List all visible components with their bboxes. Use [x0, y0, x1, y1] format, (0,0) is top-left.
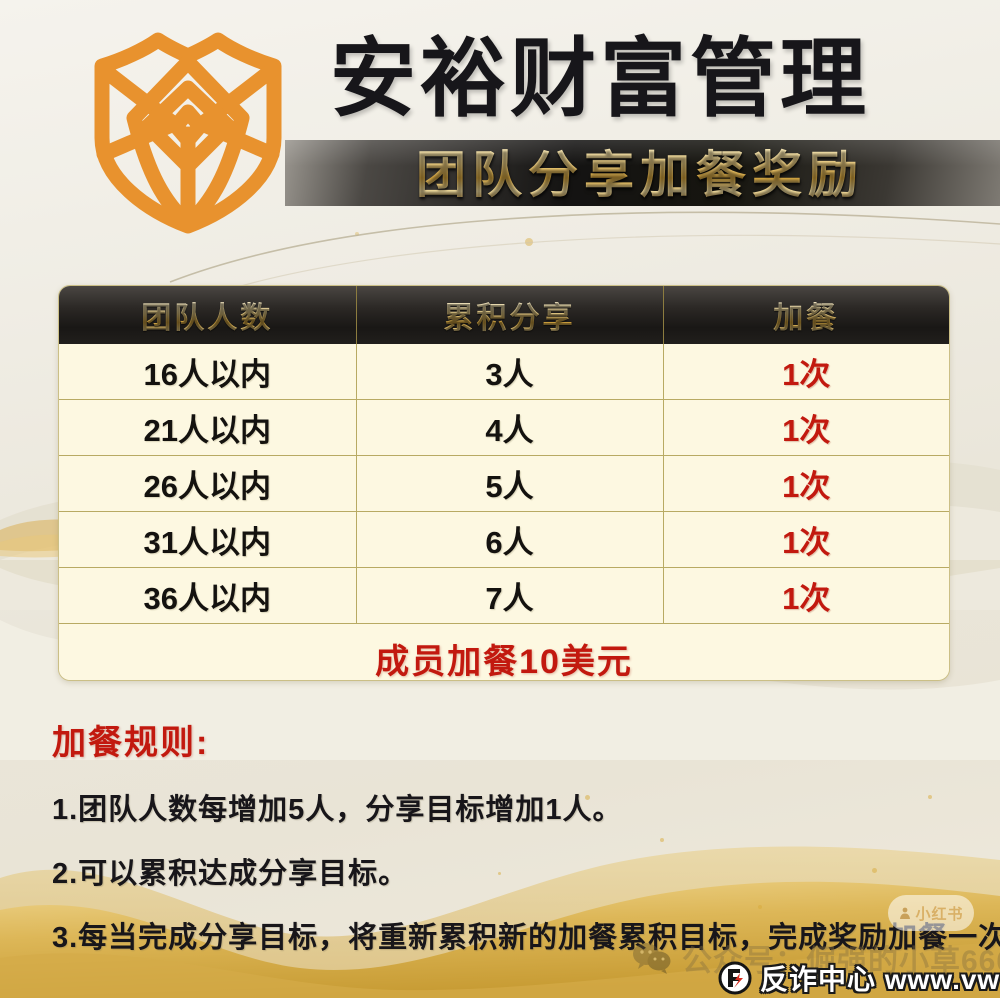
table-row: 26人以内 5人 1次: [59, 455, 949, 512]
anti-fraud-watermark: 反诈中心 www.vwt.cc: [718, 958, 1000, 998]
table-footer-row: 成员加餐10美元: [59, 623, 949, 680]
rules-heading: 加餐规则:: [52, 724, 210, 762]
xiaohongshu-label: 小红书: [915, 905, 964, 923]
glitter-dot: [660, 838, 664, 842]
cell-bonus-meal: 1次: [663, 344, 949, 400]
page-subtitle: 团队分享加餐奖励: [330, 146, 950, 204]
glitter-dot: [928, 795, 932, 799]
poster-header: 安裕财富管理 团队分享加餐奖励: [0, 0, 1000, 300]
cell-team-size: 36人以内: [59, 567, 357, 624]
table-header-cell-cumulative-share: 累积分享: [356, 286, 664, 344]
wechat-icon: [633, 943, 671, 974]
shield-diamond-logo-icon: [94, 32, 282, 234]
anti-fraud-logo-icon: [718, 961, 752, 995]
glitter-dot: [585, 795, 590, 800]
cell-bonus-meal: 1次: [663, 455, 949, 512]
table-header-cell-bonus-meal: 加餐: [663, 286, 949, 344]
rules-section: 加餐规则: 1.团队人数每增加5人，分享目标增加1人。 2.可以累积达成分享目标…: [52, 715, 1000, 978]
table-header-cell-team-size: 团队人数: [59, 286, 357, 344]
table-body: 16人以内 3人 1次 21人以内 4人 1次 26人以内 5人 1次 31人以…: [59, 344, 949, 624]
cell-cumulative-share: 3人: [356, 344, 664, 400]
cell-team-size: 31人以内: [59, 511, 357, 568]
cell-cumulative-share: 7人: [356, 567, 664, 624]
rule-item-2: 2.可以累积达成分享目标。: [52, 858, 409, 890]
table-foot: 成员加餐10美元: [59, 623, 949, 680]
glitter-dot: [498, 872, 501, 875]
page-title: 安裕财富管理: [330, 31, 870, 127]
xiaohongshu-watermark: 小红书: [888, 895, 974, 931]
bonus-table: 团队人数 累积分享 加餐 16人以内 3人 1次 21人以内 4人 1次 26人…: [59, 286, 949, 680]
table-footer-note: 成员加餐10美元: [59, 623, 949, 680]
anti-fraud-label: 反诈中心 www.vwt.cc: [760, 964, 1000, 995]
rule-item-3: 3.每当完成分享目标，将重新累积新的加餐累积目标，完成奖励加餐一次: [52, 922, 1000, 954]
subtitle-band: [285, 140, 1000, 206]
table-header-label: 累积分享: [443, 302, 576, 335]
cell-cumulative-share: 4人: [356, 399, 664, 456]
table-header-label: 加餐: [773, 302, 840, 335]
table-row: 21人以内 4人 1次: [59, 399, 949, 456]
table-row: 36人以内 7人 1次: [59, 567, 949, 624]
cell-bonus-meal: 1次: [663, 511, 949, 568]
table-header-label: 团队人数: [141, 302, 274, 335]
xiaohongshu-icon: [900, 907, 911, 919]
glitter-dot: [872, 868, 877, 873]
cell-cumulative-share: 6人: [356, 511, 664, 568]
bonus-table-container: 团队人数 累积分享 加餐 16人以内 3人 1次 21人以内 4人 1次 26人…: [58, 285, 950, 681]
cell-team-size: 21人以内: [59, 399, 357, 456]
cell-cumulative-share: 5人: [356, 455, 664, 512]
cell-bonus-meal: 1次: [663, 399, 949, 456]
table-row: 31人以内 6人 1次: [59, 511, 949, 568]
table-row: 16人以内 3人 1次: [59, 344, 949, 400]
cell-team-size: 26人以内: [59, 455, 357, 512]
rule-item-1: 1.团队人数每增加5人，分享目标增加1人。: [52, 794, 623, 826]
cell-bonus-meal: 1次: [663, 567, 949, 624]
table-head: 团队人数 累积分享 加餐: [59, 286, 949, 344]
table-header-row: 团队人数 累积分享 加餐: [59, 286, 949, 344]
glitter-dot: [758, 905, 762, 909]
cell-team-size: 16人以内: [59, 344, 357, 400]
